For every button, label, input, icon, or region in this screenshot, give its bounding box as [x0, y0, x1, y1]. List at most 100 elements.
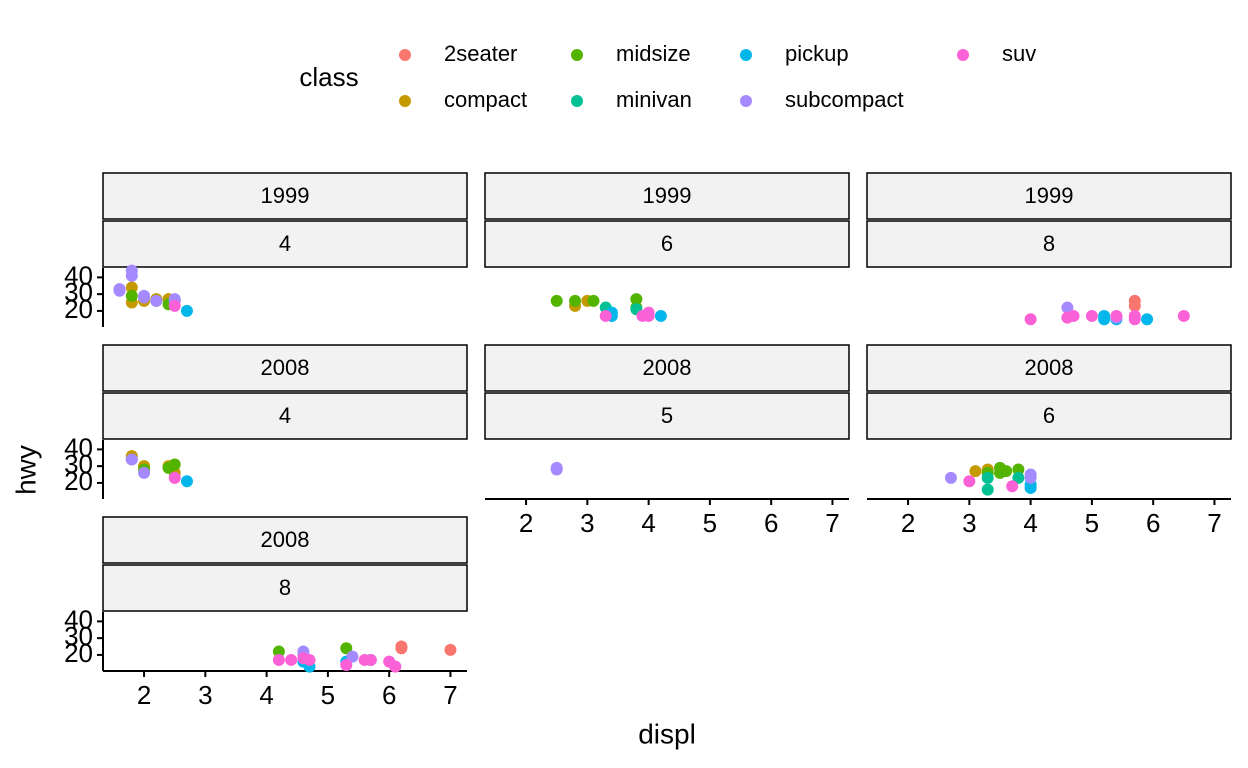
- point: [981, 471, 994, 484]
- point: [1006, 480, 1019, 493]
- point: [125, 281, 138, 294]
- point: [346, 650, 359, 663]
- point: [150, 294, 163, 307]
- point: [1012, 471, 1025, 484]
- point: [550, 461, 563, 474]
- x-tick-label: 7: [443, 680, 457, 710]
- x-tick-label: 4: [1023, 508, 1037, 538]
- point: [599, 309, 612, 322]
- y-tick-label: 30: [64, 621, 93, 651]
- x-tick-label: 6: [382, 680, 396, 710]
- point: [395, 642, 408, 655]
- strip-label: 2008: [1025, 355, 1074, 380]
- point: [1085, 309, 1098, 322]
- point: [444, 643, 457, 656]
- x-tick-label: 6: [764, 508, 778, 538]
- point: [569, 294, 582, 307]
- legend-key: [399, 95, 411, 107]
- y-tick-label: 40: [64, 260, 93, 290]
- point: [180, 304, 193, 317]
- point: [272, 653, 285, 666]
- strip-label: 6: [661, 231, 673, 256]
- x-tick-label: 2: [137, 680, 151, 710]
- legend-label: subcompact: [785, 87, 904, 112]
- x-tick-label: 5: [703, 508, 717, 538]
- strip: [102, 564, 468, 612]
- x-tick-label: 3: [580, 508, 594, 538]
- legend-label: suv: [1002, 41, 1036, 66]
- y-tick-label: 40: [64, 604, 93, 634]
- strip-label: 4: [279, 231, 291, 256]
- legend-label: midsize: [616, 41, 691, 66]
- point: [138, 466, 151, 479]
- strip-label: 1999: [1025, 183, 1074, 208]
- strip: [866, 172, 1232, 220]
- point: [1024, 313, 1037, 326]
- legend-key: [571, 49, 583, 61]
- point: [587, 294, 600, 307]
- point: [125, 453, 138, 466]
- point: [1067, 309, 1080, 322]
- point: [1024, 481, 1037, 494]
- legend-key: [399, 49, 411, 61]
- strip: [484, 172, 850, 220]
- x-tick-label: 3: [198, 680, 212, 710]
- y-axis-title: hwy: [10, 445, 41, 495]
- strip-label: 4: [279, 403, 291, 428]
- point: [1000, 465, 1013, 478]
- point: [1024, 471, 1037, 484]
- legend-label: minivan: [616, 87, 692, 112]
- point: [1128, 299, 1141, 312]
- x-tick-label: 7: [1207, 508, 1221, 538]
- y-tick-label: 30: [64, 449, 93, 479]
- point: [285, 653, 298, 666]
- point: [113, 284, 126, 297]
- x-tick-label: 7: [825, 508, 839, 538]
- y-tick-label: 40: [64, 432, 93, 462]
- strip: [102, 220, 468, 268]
- point: [138, 291, 151, 304]
- point: [180, 475, 193, 488]
- legend-label: 2seater: [444, 41, 517, 66]
- legend-key: [571, 95, 583, 107]
- point: [630, 293, 643, 306]
- strip: [484, 392, 850, 440]
- point: [969, 465, 982, 478]
- strip: [102, 392, 468, 440]
- strip-label: 8: [279, 575, 291, 600]
- strip: [484, 220, 850, 268]
- point: [162, 461, 175, 474]
- point: [1061, 301, 1074, 314]
- point: [168, 299, 181, 312]
- strip-label: 5: [661, 403, 673, 428]
- x-axis-title: displ: [638, 718, 696, 749]
- point: [272, 645, 285, 658]
- legend-label: pickup: [785, 41, 849, 66]
- point: [364, 653, 377, 666]
- point: [981, 483, 994, 496]
- y-tick-label: 20: [64, 294, 93, 324]
- strip: [102, 344, 468, 392]
- strip-label: 2008: [261, 527, 310, 552]
- strip: [102, 172, 468, 220]
- point: [1128, 313, 1141, 326]
- x-tick-label: 5: [1085, 508, 1099, 538]
- point: [1177, 309, 1190, 322]
- point: [340, 658, 353, 671]
- strip-label: 2008: [643, 355, 692, 380]
- x-tick-label: 4: [259, 680, 273, 710]
- point: [125, 289, 138, 302]
- x-tick-label: 5: [321, 680, 335, 710]
- legend-label: compact: [444, 87, 527, 112]
- x-tick-label: 4: [641, 508, 655, 538]
- strip: [866, 344, 1232, 392]
- point: [340, 642, 353, 655]
- x-tick-label: 2: [519, 508, 533, 538]
- y-tick-label: 20: [64, 466, 93, 496]
- point: [1098, 313, 1111, 326]
- point: [636, 309, 649, 322]
- point: [168, 471, 181, 484]
- legend-title: class: [299, 62, 358, 92]
